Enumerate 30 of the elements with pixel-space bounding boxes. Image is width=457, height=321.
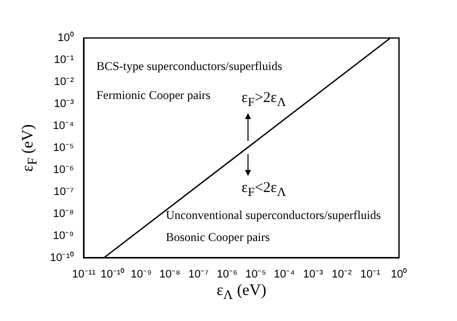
y-tick-label: 10⁻⁹ [52,230,74,242]
x-tick-label: 10⁻⁹ [130,268,152,280]
annotation: ε$_{F}$>2ε$_{Λ}$ [241,90,286,109]
x-tick-label: 10⁻² [332,268,352,280]
y-tick-label: 10⁻³ [54,98,74,110]
annotation: BCS-type superconductors/superfluids [96,58,282,73]
annotation: Fermionic Cooper pairs [96,88,210,102]
y-tick-label: 10⁻² [54,76,74,88]
x-tick-label: 10⁻⁸ [159,268,180,280]
x-tick-label: 10⁻⁵ [245,268,266,280]
y-tick-label: 10⁰ [58,31,74,44]
y-tick-label: 10⁻⁶ [53,164,74,176]
x-tick-label: 10⁻¹⁰ [100,267,124,280]
x-axis-title: ε$_{Λ}$ (eV) [216,282,266,303]
x-tick-label: 10⁻⁷ [188,268,209,280]
annotation: Bosonic Cooper pairs [166,230,270,244]
x-tick-label: 10⁻¹¹ [72,268,96,280]
annotation: ε$_{F}$<2ε$_{Λ}$ [241,180,286,199]
y-tick-label: 10⁻¹⁰ [50,250,74,264]
y-tick-label: 10⁻⁵ [53,142,74,154]
x-tick-label: 10⁻¹ [360,268,381,280]
y-tick-label: 10⁻⁸ [53,208,74,220]
y-tick-label: 10⁻⁴ [52,120,74,132]
y-tick-label: 10⁻¹ [54,54,74,66]
x-tick-label: 10⁻⁴ [274,268,296,280]
x-tick-label: 10⁰ [390,267,408,280]
y-tick-label: 10⁻⁷ [54,186,74,198]
annotation: Unconventional superconductors/superfluids [166,208,381,222]
x-tick-label: 10⁻⁶ [216,268,238,280]
x-tick-label: 10⁻³ [303,268,324,280]
